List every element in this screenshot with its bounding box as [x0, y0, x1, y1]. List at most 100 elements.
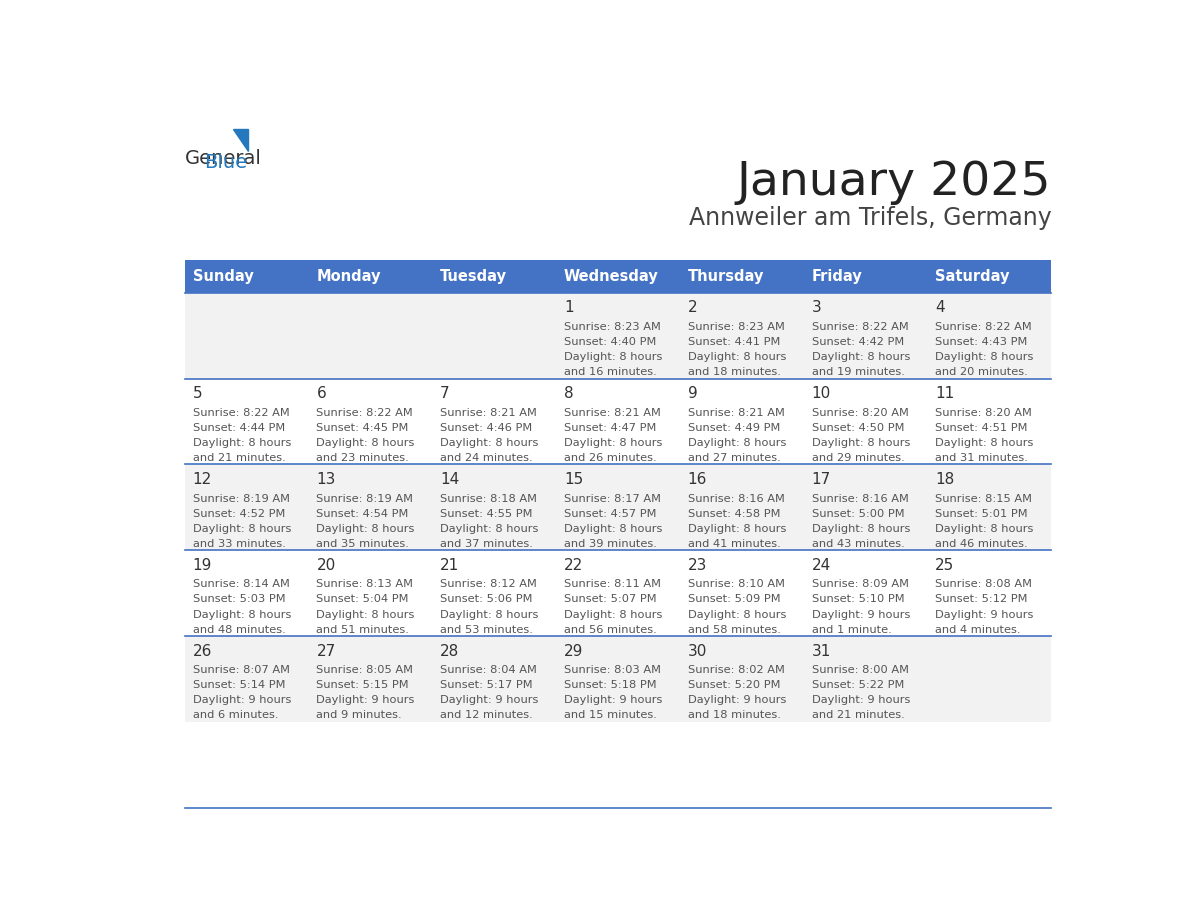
- Text: and 31 minutes.: and 31 minutes.: [935, 453, 1029, 463]
- Text: and 56 minutes.: and 56 minutes.: [564, 624, 657, 634]
- Text: 26: 26: [192, 644, 211, 659]
- Text: Sunrise: 8:19 AM: Sunrise: 8:19 AM: [316, 494, 413, 504]
- Text: Blue: Blue: [204, 152, 247, 172]
- Text: Daylight: 8 hours: Daylight: 8 hours: [192, 438, 291, 448]
- Text: Sunrise: 8:02 AM: Sunrise: 8:02 AM: [688, 666, 784, 676]
- Text: Daylight: 9 hours: Daylight: 9 hours: [441, 695, 538, 705]
- Text: Sunset: 4:51 PM: Sunset: 4:51 PM: [935, 423, 1028, 432]
- Text: Daylight: 8 hours: Daylight: 8 hours: [441, 438, 538, 448]
- Text: Sunrise: 8:16 AM: Sunrise: 8:16 AM: [688, 494, 784, 504]
- Text: Sunset: 4:43 PM: Sunset: 4:43 PM: [935, 337, 1028, 347]
- Text: and 9 minutes.: and 9 minutes.: [316, 711, 402, 721]
- Text: Daylight: 8 hours: Daylight: 8 hours: [316, 610, 415, 620]
- Text: 13: 13: [316, 472, 336, 487]
- Text: Daylight: 9 hours: Daylight: 9 hours: [811, 695, 910, 705]
- Text: Sunrise: 8:09 AM: Sunrise: 8:09 AM: [811, 579, 909, 589]
- Text: Daylight: 8 hours: Daylight: 8 hours: [935, 438, 1034, 448]
- Text: 29: 29: [564, 644, 583, 659]
- Bar: [185, 465, 1051, 550]
- Text: Sunset: 5:15 PM: Sunset: 5:15 PM: [316, 680, 409, 690]
- Text: Saturday: Saturday: [935, 269, 1010, 284]
- Text: Daylight: 8 hours: Daylight: 8 hours: [935, 352, 1034, 362]
- Text: Sunrise: 8:23 AM: Sunrise: 8:23 AM: [688, 322, 784, 332]
- Text: 17: 17: [811, 472, 830, 487]
- Text: 25: 25: [935, 558, 955, 573]
- Text: Sunset: 5:17 PM: Sunset: 5:17 PM: [441, 680, 533, 690]
- Text: Sunset: 5:01 PM: Sunset: 5:01 PM: [935, 509, 1028, 519]
- Text: Daylight: 8 hours: Daylight: 8 hours: [441, 610, 538, 620]
- Text: Daylight: 8 hours: Daylight: 8 hours: [316, 438, 415, 448]
- Text: and 29 minutes.: and 29 minutes.: [811, 453, 904, 463]
- Text: Daylight: 9 hours: Daylight: 9 hours: [564, 695, 663, 705]
- Text: 11: 11: [935, 386, 955, 401]
- Text: and 24 minutes.: and 24 minutes.: [441, 453, 533, 463]
- Text: 7: 7: [441, 386, 450, 401]
- Text: Sunset: 4:55 PM: Sunset: 4:55 PM: [441, 509, 532, 519]
- Text: Sunset: 4:41 PM: Sunset: 4:41 PM: [688, 337, 781, 347]
- Bar: [185, 550, 1051, 636]
- Text: Sunrise: 8:20 AM: Sunrise: 8:20 AM: [811, 408, 909, 418]
- Text: Daylight: 8 hours: Daylight: 8 hours: [811, 523, 910, 533]
- Text: Sunrise: 8:21 AM: Sunrise: 8:21 AM: [441, 408, 537, 418]
- Text: Sunrise: 8:22 AM: Sunrise: 8:22 AM: [935, 322, 1032, 332]
- Text: Daylight: 8 hours: Daylight: 8 hours: [935, 523, 1034, 533]
- Text: 9: 9: [688, 386, 697, 401]
- Text: Sunset: 5:07 PM: Sunset: 5:07 PM: [564, 595, 657, 604]
- Text: General: General: [185, 149, 261, 168]
- Text: and 16 minutes.: and 16 minutes.: [564, 367, 657, 377]
- Text: Sunset: 5:20 PM: Sunset: 5:20 PM: [688, 680, 781, 690]
- Text: Sunrise: 8:22 AM: Sunrise: 8:22 AM: [316, 408, 413, 418]
- Bar: [185, 261, 1051, 293]
- Text: 1: 1: [564, 300, 574, 316]
- Text: Sunrise: 8:19 AM: Sunrise: 8:19 AM: [192, 494, 290, 504]
- Text: and 21 minutes.: and 21 minutes.: [811, 711, 904, 721]
- Text: and 37 minutes.: and 37 minutes.: [441, 539, 533, 549]
- Text: and 23 minutes.: and 23 minutes.: [316, 453, 409, 463]
- Text: 12: 12: [192, 472, 211, 487]
- Text: Sunset: 4:40 PM: Sunset: 4:40 PM: [564, 337, 657, 347]
- Text: January 2025: January 2025: [737, 161, 1051, 206]
- Text: Sunset: 4:49 PM: Sunset: 4:49 PM: [688, 423, 781, 432]
- Text: 19: 19: [192, 558, 211, 573]
- Text: 22: 22: [564, 558, 583, 573]
- Text: and 58 minutes.: and 58 minutes.: [688, 624, 781, 634]
- Text: and 43 minutes.: and 43 minutes.: [811, 539, 904, 549]
- Text: Sunrise: 8:10 AM: Sunrise: 8:10 AM: [688, 579, 785, 589]
- Text: Sunrise: 8:21 AM: Sunrise: 8:21 AM: [688, 408, 784, 418]
- Text: Daylight: 8 hours: Daylight: 8 hours: [688, 610, 786, 620]
- Text: and 53 minutes.: and 53 minutes.: [441, 624, 533, 634]
- Text: Sunset: 4:58 PM: Sunset: 4:58 PM: [688, 509, 781, 519]
- Text: and 18 minutes.: and 18 minutes.: [688, 367, 781, 377]
- Text: and 26 minutes.: and 26 minutes.: [564, 453, 657, 463]
- Text: 16: 16: [688, 472, 707, 487]
- Text: Sunset: 4:44 PM: Sunset: 4:44 PM: [192, 423, 285, 432]
- Text: Sunrise: 8:00 AM: Sunrise: 8:00 AM: [811, 666, 909, 676]
- Bar: [185, 378, 1051, 465]
- Text: and 18 minutes.: and 18 minutes.: [688, 711, 781, 721]
- Text: Daylight: 8 hours: Daylight: 8 hours: [688, 352, 786, 362]
- Text: Daylight: 8 hours: Daylight: 8 hours: [564, 438, 663, 448]
- Text: Daylight: 9 hours: Daylight: 9 hours: [316, 695, 415, 705]
- Text: Daylight: 8 hours: Daylight: 8 hours: [688, 523, 786, 533]
- Text: Sunrise: 8:22 AM: Sunrise: 8:22 AM: [192, 408, 290, 418]
- Text: 15: 15: [564, 472, 583, 487]
- Text: Sunset: 4:54 PM: Sunset: 4:54 PM: [316, 509, 409, 519]
- Text: 10: 10: [811, 386, 830, 401]
- Bar: [185, 636, 1051, 722]
- Text: Sunset: 4:50 PM: Sunset: 4:50 PM: [811, 423, 904, 432]
- Text: Sunset: 4:52 PM: Sunset: 4:52 PM: [192, 509, 285, 519]
- Text: 2: 2: [688, 300, 697, 316]
- Text: Sunset: 4:47 PM: Sunset: 4:47 PM: [564, 423, 657, 432]
- Text: Sunset: 4:57 PM: Sunset: 4:57 PM: [564, 509, 657, 519]
- Text: Sunrise: 8:21 AM: Sunrise: 8:21 AM: [564, 408, 661, 418]
- Text: Sunset: 5:03 PM: Sunset: 5:03 PM: [192, 595, 285, 604]
- Text: Daylight: 8 hours: Daylight: 8 hours: [441, 523, 538, 533]
- Text: Sunrise: 8:14 AM: Sunrise: 8:14 AM: [192, 579, 290, 589]
- Text: Daylight: 8 hours: Daylight: 8 hours: [688, 438, 786, 448]
- Text: Sunrise: 8:12 AM: Sunrise: 8:12 AM: [441, 579, 537, 589]
- Text: Monday: Monday: [316, 269, 381, 284]
- Text: Daylight: 8 hours: Daylight: 8 hours: [564, 610, 663, 620]
- Text: Daylight: 9 hours: Daylight: 9 hours: [935, 610, 1034, 620]
- Text: Daylight: 8 hours: Daylight: 8 hours: [192, 610, 291, 620]
- Text: Sunset: 5:22 PM: Sunset: 5:22 PM: [811, 680, 904, 690]
